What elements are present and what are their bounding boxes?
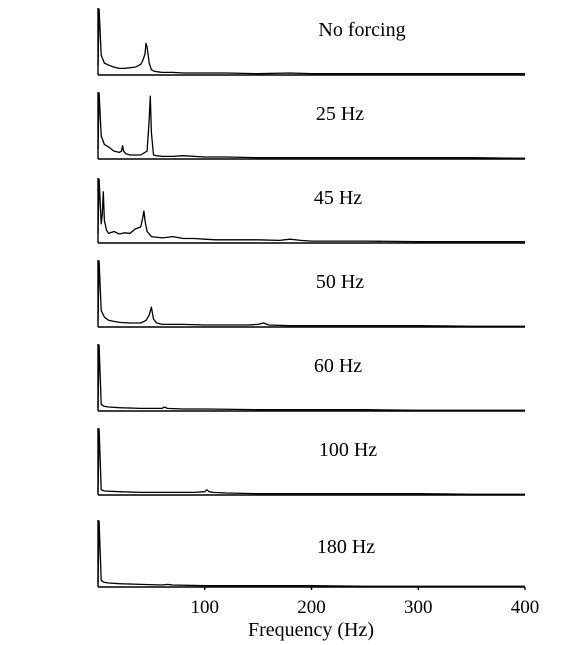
panel-label: 180 Hz	[317, 536, 375, 558]
spectrum-trace	[97, 428, 525, 495]
spectrum-panel: 45 Hz	[97, 178, 525, 244]
spectrum-trace	[97, 92, 526, 159]
panel-label: 25 Hz	[316, 103, 364, 125]
x-axis-title: Frequency (Hz)	[248, 619, 374, 641]
x-tick-label: 300	[404, 597, 433, 618]
spectrum-panel: No forcing	[97, 8, 525, 76]
x-tick-label: 100	[191, 597, 220, 618]
panel-label: 50 Hz	[316, 271, 364, 293]
spectrum-panel: 100 Hz	[97, 428, 525, 496]
x-tick-label: 200	[297, 597, 326, 618]
spectrum-trace	[97, 260, 525, 327]
spectrum-panel: 60 Hz	[97, 344, 525, 412]
panel-label: 45 Hz	[314, 187, 362, 209]
spectra-panels: No forcing 25 Hz 45 Hz 50 Hz 60 Hz 100 Hz 180 …	[97, 8, 526, 588]
spectrum-panel: 50 Hz	[97, 260, 525, 328]
spectrum-trace	[97, 178, 525, 243]
x-tick-label: 400	[511, 597, 540, 618]
spectrum-trace	[97, 520, 525, 587]
spectrum-panel: 180 Hz	[97, 520, 525, 588]
x-axis: 100 200 300 400	[191, 587, 540, 618]
panel-label: 60 Hz	[314, 355, 362, 377]
spectrum-trace	[97, 344, 525, 411]
panel-label: 100 Hz	[319, 439, 377, 461]
panel-label: No forcing	[318, 19, 405, 41]
spectrum-trace	[97, 8, 525, 75]
spectrum-panel: 25 Hz	[97, 92, 526, 160]
